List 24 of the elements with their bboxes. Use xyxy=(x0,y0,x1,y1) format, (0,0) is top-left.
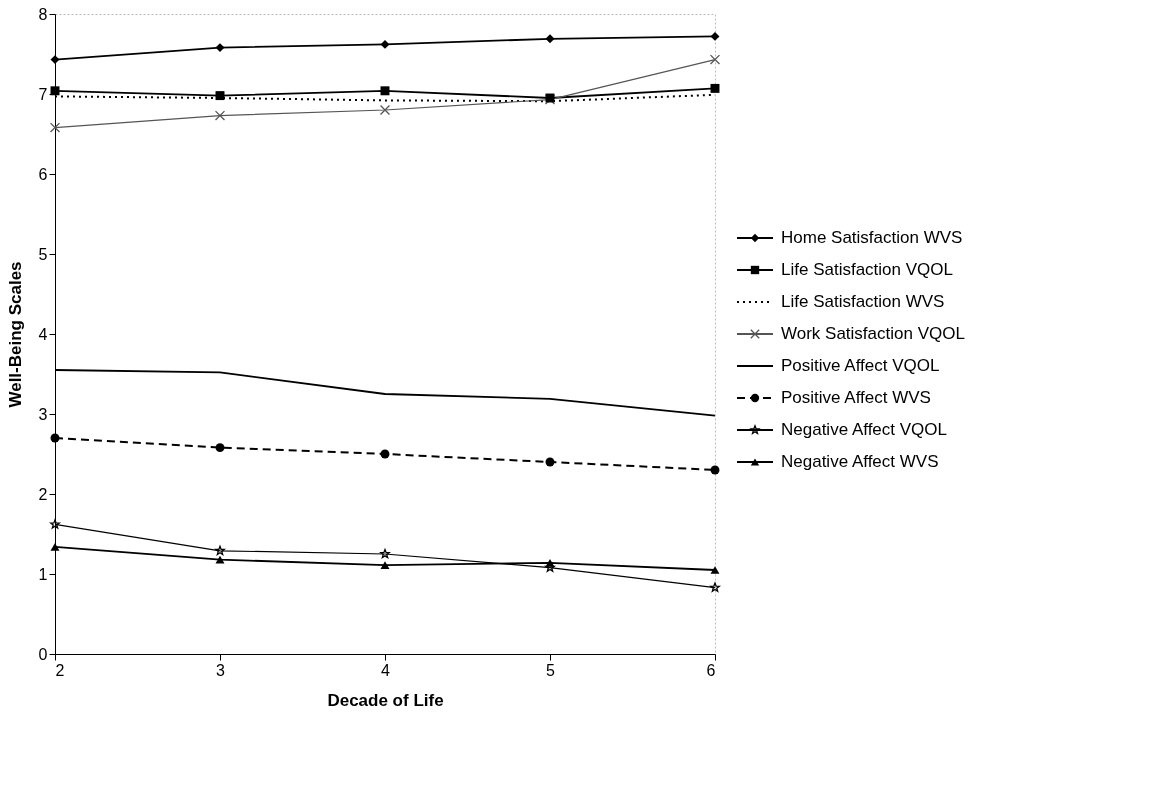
x-axis-title: Decade of Life xyxy=(327,690,444,710)
y-tick-label: 7 xyxy=(38,85,48,103)
x-tick-label: 5 xyxy=(546,661,556,679)
legend-label: Positive Affect WVS xyxy=(781,388,931,407)
y-tick-label: 2 xyxy=(38,485,48,503)
y-tick-label: 5 xyxy=(38,245,48,263)
x-tick-label: 2 xyxy=(55,661,65,679)
y-tick-label: 3 xyxy=(38,405,48,423)
legend-label: Work Satisfaction VQOL xyxy=(781,324,965,343)
x-tick-label: 3 xyxy=(216,661,226,679)
legend-label: Negative Affect WVS xyxy=(781,452,939,471)
y-axis-title: Well-Being Scales xyxy=(5,261,25,408)
legend-label: Life Satisfaction VQOL xyxy=(781,260,953,279)
x-tick-label: 6 xyxy=(706,661,716,679)
legend-label: Home Satisfaction WVS xyxy=(781,228,963,247)
legend-label: Life Satisfaction WVS xyxy=(781,292,945,311)
legend-label: Negative Affect VQOL xyxy=(781,420,947,439)
y-tick-label: 1 xyxy=(38,565,48,583)
y-tick-label: 8 xyxy=(38,5,48,23)
y-tick-label: 6 xyxy=(38,165,48,183)
x-tick-label: 4 xyxy=(381,661,391,679)
y-tick-label: 4 xyxy=(38,325,48,343)
y-tick-label: 0 xyxy=(38,645,48,663)
legend-label: Positive Affect VQOL xyxy=(781,356,940,375)
